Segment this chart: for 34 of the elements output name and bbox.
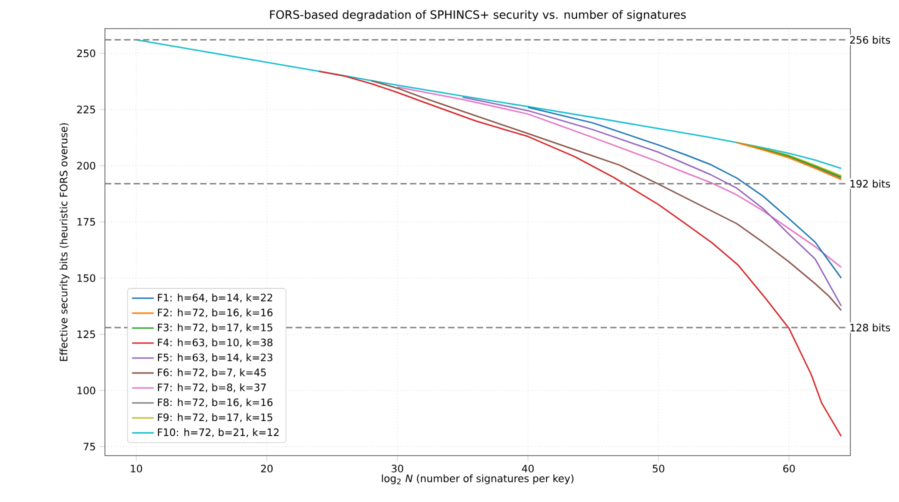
legend-label: F6: h=72, b=7, k=45	[158, 368, 266, 378]
line-series	[527, 106, 842, 279]
legend-label: F4: h=63, b=10, k=38	[158, 338, 272, 348]
x-tick-label: 50	[652, 464, 664, 472]
x-tick-label: 20	[261, 464, 273, 472]
y-tick-label: 250	[77, 49, 96, 57]
legend-label: F7: h=72, b=8, k=37	[158, 383, 266, 392]
legend-label: F5: h=63, b=14, k=23	[158, 353, 272, 362]
line-series	[396, 86, 842, 268]
y-tick-label: 150	[78, 274, 96, 282]
y-tick-label: 200	[77, 162, 96, 170]
chart-title: FORS-based degradation of SPHINCS+ security vs. number of signatures	[270, 10, 686, 21]
x-axis-title: log$_{2}$ N (number of signatures per key)	[382, 474, 574, 484]
y-tick-label: 175	[78, 218, 95, 226]
line-series	[462, 96, 842, 306]
y-tick-label: 125	[78, 330, 95, 338]
legend-label: F9: h=72, b=17, k=15	[158, 413, 272, 422]
y-tick-label: 75	[84, 442, 95, 450]
y-tick-label: 225	[77, 105, 95, 114]
legend-label: F2: h=72, b=16, k=16	[158, 308, 272, 318]
y-tick-label: 100	[78, 386, 96, 394]
y-axis-title: Effective security bits (heuristic FORS overuse)	[60, 123, 70, 361]
legend-label: F3: h=72, b=17, k=15	[158, 323, 272, 332]
x-tick-label: 10	[130, 464, 142, 472]
line-series	[318, 70, 842, 437]
legend-label: F8: h=72, b=16, k=16	[158, 398, 272, 408]
ref-line-label: 128 bits	[850, 323, 890, 332]
legend-label: F10: h=72, b=21, k=12	[158, 428, 279, 437]
ref-line-label: 256 bits	[850, 36, 890, 44]
x-tick-label: 40	[522, 464, 534, 472]
legend-label: F1: h=64, b=14, k=22	[158, 293, 272, 302]
x-tick-label: 60	[783, 464, 795, 472]
x-tick-label: 30	[392, 464, 404, 472]
ref-line-label: 192 bits	[850, 180, 890, 188]
